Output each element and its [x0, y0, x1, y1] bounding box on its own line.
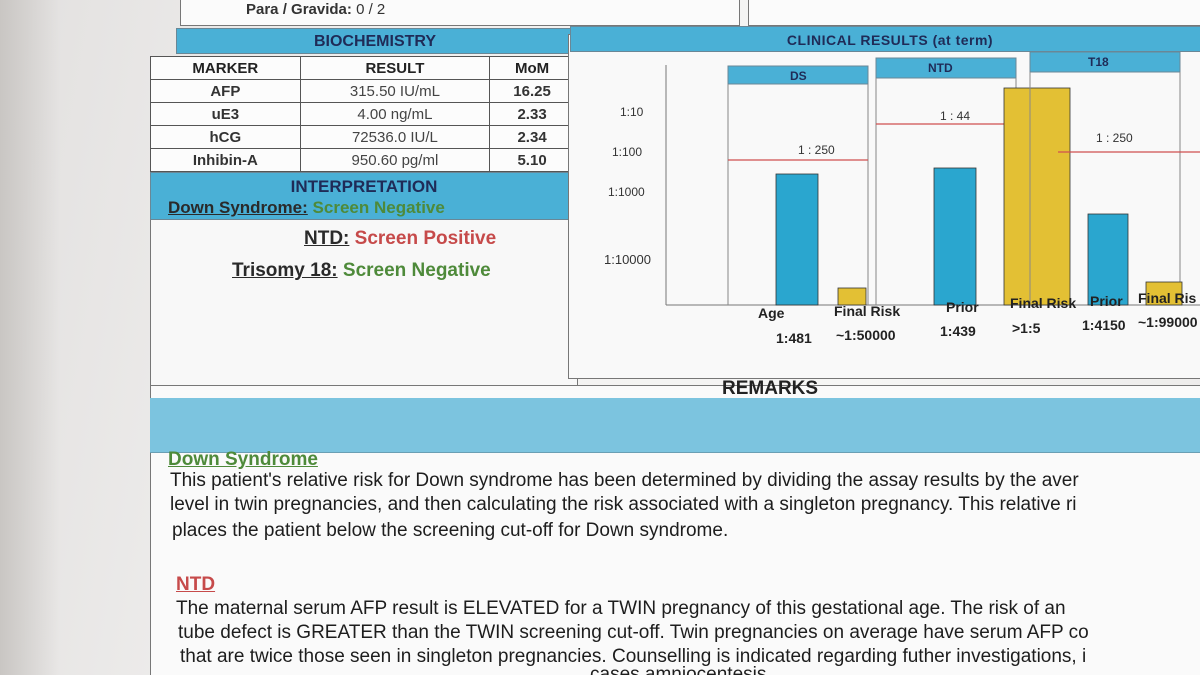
cutoff-label-ntd: 1 : 44: [940, 109, 970, 123]
patient-info-box-right: [748, 0, 1200, 26]
interpretation-trisomy-18: Trisomy 18: Screen Negative: [232, 260, 491, 282]
table-row: hCG 72536.0 IU/L 2.34: [150, 125, 575, 149]
interpretation-title: INTERPRETATION: [290, 177, 438, 196]
remarks-text-line: that are twice those seen in singleton p…: [180, 646, 1087, 667]
para-gravida-label: Para / Gravida:: [246, 1, 352, 18]
clinical-results-header: CLINICAL RESULTS (at term): [570, 26, 1200, 52]
x-label: Final Ris: [1138, 290, 1197, 306]
interpretation-result: Screen Negative: [342, 260, 491, 281]
bar-t18-final-risk: [1145, 281, 1183, 306]
interpretation-down-syndrome: Down Syndrome: Screen Negative: [168, 198, 445, 218]
x-label: Prior: [1090, 293, 1123, 309]
y-tick-label: 1:10000: [604, 252, 651, 267]
interpretation-label: NTD:: [304, 228, 350, 249]
marker-cell: AFP: [150, 79, 301, 103]
table-row: Inhibin-A 950.60 pg/ml 5.10: [150, 148, 575, 172]
remarks-text-line: places the patient below the screening c…: [172, 520, 729, 541]
panel-header-ds: [727, 65, 869, 85]
marker-cell: Inhibin-A: [150, 148, 301, 172]
remarks-band: [150, 398, 1200, 453]
biochemistry-table: MARKER RESULT MoM AFP 315.50 IU/mL 16.25…: [150, 56, 575, 172]
column-header-marker: MARKER: [150, 56, 301, 80]
x-value: 1:481: [776, 330, 812, 346]
cutoff-label-ds: 1 : 250: [798, 143, 835, 157]
page-shadow: [0, 0, 60, 675]
bar-ntd-prior: [933, 167, 977, 306]
y-tick-label: 1:10: [620, 105, 644, 119]
result-cell: 4.00 ng/mL: [299, 102, 491, 126]
marker-cell: hCG: [150, 125, 301, 149]
panel-title-ntd: NTD: [928, 61, 953, 75]
y-tick-label: 1:1000: [608, 185, 645, 199]
para-gravida: Para / Gravida: 0 / 2: [246, 1, 385, 18]
panel-header-t18: [1029, 51, 1181, 73]
result-cell: 950.60 pg/ml: [299, 148, 491, 172]
interpretation-ntd: NTD: Screen Positive: [304, 228, 496, 250]
mom-cell: 16.25: [489, 79, 575, 103]
interpretation-label: Trisomy 18:: [232, 260, 338, 281]
biochemistry-title: BIOCHEMISTRY: [176, 28, 574, 54]
para-gravida-value: 0 / 2: [356, 1, 386, 18]
remarks-title: REMARKS: [722, 378, 819, 399]
x-label: Prior: [946, 299, 979, 315]
column-header-mom: MoM: [489, 56, 575, 80]
remarks-text-line: This patient's relative risk for Down sy…: [170, 470, 1079, 491]
remarks-heading-ntd: NTD: [176, 574, 216, 595]
patient-info-box: [180, 0, 740, 26]
remarks-heading-down-syndrome: Down Syndrome: [168, 449, 318, 470]
mom-cell: 2.34: [489, 125, 575, 149]
bar-ds-age: [775, 173, 819, 306]
panel-title-ds: DS: [790, 69, 807, 83]
x-value: 1:439: [940, 323, 976, 339]
mom-cell: 2.33: [489, 102, 575, 126]
cutoff-label-t18: 1 : 250: [1096, 131, 1133, 145]
interpretation-label: Down Syndrome:: [168, 198, 308, 217]
table-row: AFP 315.50 IU/mL 16.25: [150, 79, 575, 103]
remarks-text-line: cases amniocentesis.: [590, 664, 772, 675]
panel-title-t18: T18: [1088, 55, 1109, 69]
x-value: >1:5: [1012, 320, 1041, 336]
y-tick-label: 1:100: [612, 145, 642, 159]
bar-ds-final-risk: [837, 287, 867, 306]
clinical-results-title: CLINICAL RESULTS (at term): [786, 32, 994, 48]
panel-header-ntd: [875, 57, 1017, 79]
column-header-result: RESULT: [299, 56, 491, 80]
result-cell: 315.50 IU/mL: [299, 79, 491, 103]
result-cell: 72536.0 IU/L: [299, 125, 491, 149]
remarks-text-line: The maternal serum AFP result is ELEVATE…: [176, 598, 1066, 619]
interpretation-result: Screen Negative: [312, 198, 445, 217]
table-row: uE3 4.00 ng/mL 2.33: [150, 102, 575, 126]
table-header-row: MARKER RESULT MoM: [150, 56, 575, 80]
mom-cell: 5.10: [489, 148, 575, 172]
marker-cell: uE3: [150, 102, 301, 126]
interpretation-result: Screen Positive: [354, 228, 497, 249]
interpretation-header: INTERPRETATION: [150, 172, 578, 220]
x-label: Age: [758, 305, 785, 321]
remarks-text-line: level in twin pregnancies, and then calc…: [170, 494, 1077, 515]
x-value: ~1:50000: [836, 327, 896, 343]
bar-t18-prior: [1087, 213, 1129, 306]
x-label: Final Risk: [1010, 295, 1076, 311]
clinical-results-chart: 1:10 1:100 1:1000 1:10000 DS 1 : 250 NTD…: [604, 51, 1200, 346]
x-value: ~1:99000: [1138, 314, 1198, 330]
remarks-text-line: tube defect is GREATER than the TWIN scr…: [178, 622, 1089, 643]
x-value: 1:4150: [1082, 317, 1126, 333]
x-label: Final Risk: [834, 303, 900, 319]
bar-ntd-final-risk: [1003, 87, 1071, 306]
